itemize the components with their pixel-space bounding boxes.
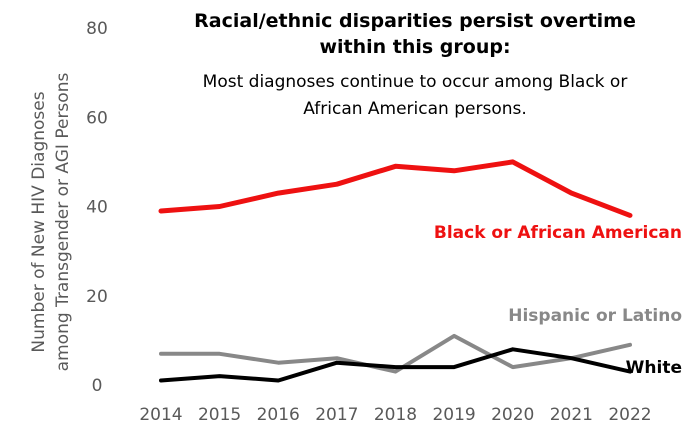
x-axis: 2014 2015 2016 2017 2018 2019 2020 2021 2022 [139,405,651,425]
x-tick-label: 2015 [198,405,241,425]
x-tick-label: 2016 [257,405,300,425]
y-tick-label: 0 [92,376,103,396]
chart-title-line-1: Racial/ethnic disparities persist overti… [194,10,636,32]
y-tick-label: 40 [86,198,108,218]
series-line-black-or-african-american [158,159,633,218]
y-tick-label: 60 [86,108,108,128]
x-tick-label: 2021 [550,405,593,425]
y-tick-label: 20 [86,287,108,307]
y-tick-label: 80 [86,19,108,39]
series-label-hispanic-or-latino: Hispanic or Latino [508,306,682,326]
series-label-black-or-african-american: Black or African American [434,223,682,243]
y-axis-label-line-2: among Transgender or AGI Persons [53,73,73,372]
y-axis: 0 20 40 60 80 [86,19,108,396]
x-tick-label: 2014 [139,405,182,425]
series-line-hispanic-or-latino [159,333,632,374]
series-labels: Black or African American Hispanic or Lat… [434,223,682,378]
x-tick-label: 2017 [315,405,358,425]
x-tick-label: 2018 [374,405,417,425]
series-label-white: White [626,358,682,378]
chart-subtitle-line-2: African American persons. [303,99,527,119]
y-axis-label-line-1: Number of New HIV Diagnoses [29,91,49,352]
series-line-white [159,347,632,383]
series-lines [158,159,633,383]
chart-title-line-2: within this group: [319,36,510,58]
chart-subtitle-line-1: Most diagnoses continue to occur among B… [203,72,628,92]
x-tick-label: 2019 [432,405,475,425]
x-tick-label: 2022 [608,405,651,425]
x-tick-label: 2020 [491,405,534,425]
